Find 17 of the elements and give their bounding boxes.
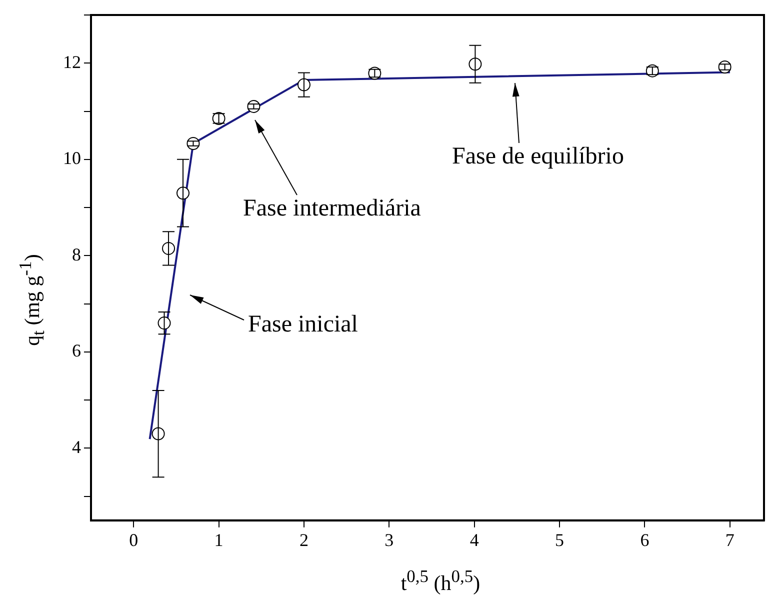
y-tick-label: 10 [63,148,81,168]
y-tick-label: 8 [72,244,81,264]
annotation: Fase intermediária [243,195,422,222]
annotation: Fase inicial [248,311,358,338]
x-tick-label: 5 [555,530,564,550]
x-tick-label: 0 [129,530,138,550]
x-tick-label: 3 [384,530,394,550]
annotation: Fase de equilíbrio [452,143,624,170]
y-tick-label: 12 [63,52,81,72]
y-tick-label: 6 [72,340,81,361]
x-tick-label: 6 [640,530,650,550]
x-tick-label: 4 [470,530,479,550]
x-axis-title: t$^{0,5}$ (h$^{0,5}$) [400,566,482,596]
x-tick-label: 2 [299,530,308,550]
x-tick-label: 1 [214,530,224,550]
x-tick-label: 7 [725,530,734,550]
y-tick-label: 4 [72,436,81,457]
